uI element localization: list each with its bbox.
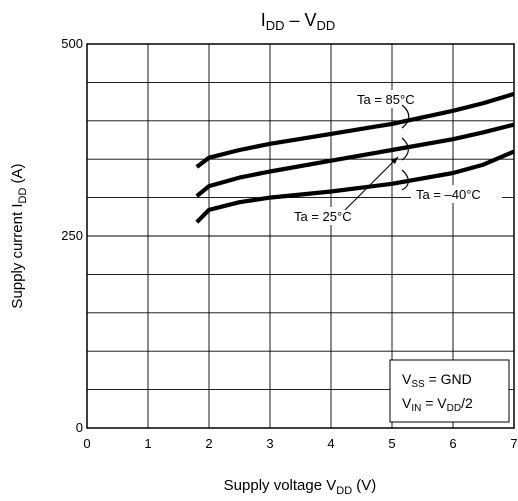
label-ta-25: Ta = 25°C xyxy=(294,209,352,224)
label-ta-minus-40: Ta = –40°C xyxy=(416,187,481,202)
series-line-2 xyxy=(195,122,515,198)
y-tick-label: 250 xyxy=(61,228,83,243)
x-tick-labels: 0 1 2 3 4 5 6 7 xyxy=(83,436,517,451)
series-group xyxy=(195,91,515,224)
x-tick-label: 1 xyxy=(144,436,151,451)
x-tick-label: 6 xyxy=(449,436,456,451)
leader-arrow-25 xyxy=(391,157,398,164)
pointer-25 xyxy=(401,137,409,161)
x-tick-label: 4 xyxy=(327,436,334,451)
y-tick-labels: 0 250 500 xyxy=(61,36,83,435)
y-tick-label: 0 xyxy=(76,420,83,435)
x-tick-label: 2 xyxy=(205,436,212,451)
series-line-3 xyxy=(195,149,515,224)
pointer-85 xyxy=(401,104,410,129)
chart-title: IDD – VDD xyxy=(261,10,336,33)
leader-line-25 xyxy=(344,156,399,211)
y-axis-label: Supply current IDD (A) xyxy=(9,163,29,308)
label-ta-85: Ta = 85°C xyxy=(357,92,415,107)
series-line-1 xyxy=(195,91,515,169)
y-tick-label: 500 xyxy=(61,36,83,51)
plot-frame xyxy=(86,43,515,429)
pointer-minus-40 xyxy=(401,169,409,191)
grid xyxy=(87,44,514,428)
conditions-box: VSS = GND VIN = VDD/2 xyxy=(389,359,510,423)
curve-labels: Ta = 85°C Ta = –40°C Ta = 25°C xyxy=(290,90,502,225)
x-tick-label: 5 xyxy=(388,436,395,451)
x-tick-label: 0 xyxy=(83,436,90,451)
x-axis-label: Supply voltage VDD (V) xyxy=(224,477,377,497)
condition-vss: VSS = GND xyxy=(402,371,472,390)
x-tick-label: 7 xyxy=(510,436,517,451)
condition-vin: VIN = VDD/2 xyxy=(402,395,473,414)
x-tick-label: 3 xyxy=(266,436,273,451)
